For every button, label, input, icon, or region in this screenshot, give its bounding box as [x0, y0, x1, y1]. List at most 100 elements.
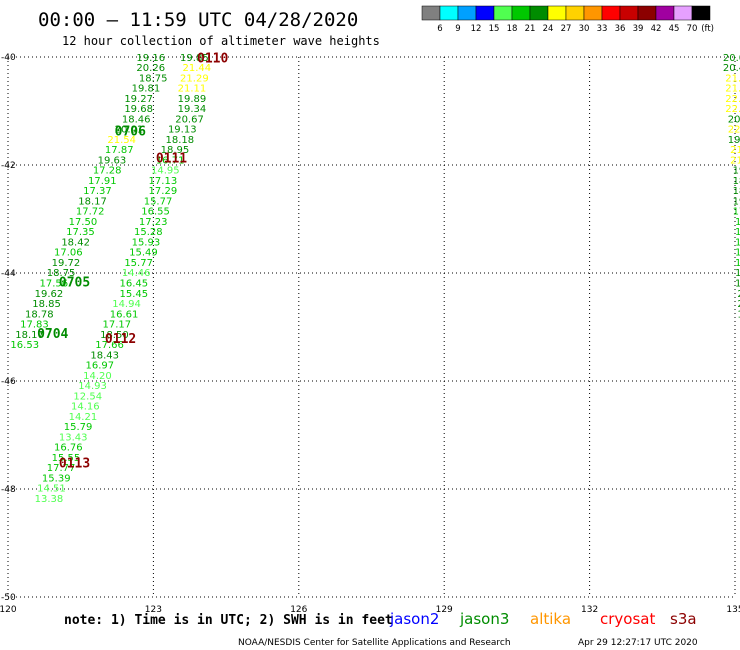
wave-height-point: 17.80 — [735, 227, 740, 238]
wave-height-point: 18.75 — [47, 268, 76, 279]
footer-credit: NOAA/NESDIS Center for Satellite Applica… — [238, 638, 511, 648]
wave-height-point: 17.17 — [103, 320, 132, 331]
wave-height-point: 17.28 — [93, 166, 122, 177]
y-tick-label: -40 — [1, 53, 16, 63]
legend-label: 24 — [543, 24, 554, 34]
wave-height-point: 22.89 — [728, 125, 740, 136]
legend-label: 21 — [525, 24, 536, 34]
wave-height-point: 19.69 — [728, 135, 740, 146]
wave-height-point: 17.23 — [139, 217, 168, 228]
y-tick-label: -48 — [1, 485, 16, 495]
wave-height-point: 18.17 — [78, 196, 107, 207]
wave-height-point: 20.42 — [723, 63, 740, 74]
wave-height-point: 13.43 — [59, 432, 88, 443]
wave-height-point: 19.62 — [35, 289, 64, 300]
pass-label: 0112 — [105, 332, 136, 347]
pass-label: 0113 — [59, 456, 90, 471]
wave-height-point: 20.17 — [728, 114, 740, 125]
wave-height-point: 18.17 — [15, 330, 44, 341]
wave-height-point: 17.72 — [76, 207, 105, 218]
wave-height-point: 12.54 — [73, 391, 102, 402]
legend-swatch — [457, 5, 477, 21]
legend-label: 70 — [687, 24, 698, 34]
wave-height-point: 17.35 — [66, 227, 95, 238]
x-tick-label: 129 — [436, 605, 453, 615]
wave-height-point: 17.37 — [83, 186, 112, 197]
legend-swatch — [691, 5, 711, 21]
wave-height-point: 18.43 — [90, 350, 119, 361]
satellite-label-cryosat: cryosat — [600, 610, 655, 628]
legend-label: 30 — [579, 24, 590, 34]
wave-height-point: 19.16 — [136, 53, 165, 64]
x-tick-label: 123 — [145, 605, 162, 615]
wave-height-point: 17.91 — [735, 217, 740, 228]
wave-height-point: 15.45 — [119, 289, 148, 300]
wave-height-point: 16.45 — [119, 279, 148, 290]
note-text: note: 1) Time is in UTC; 2) SWH is in fe… — [64, 613, 393, 628]
wave-height-point: 15.28 — [134, 227, 163, 238]
legend-swatch — [493, 5, 513, 21]
legend-swatch — [565, 5, 585, 21]
x-tick-label: 135 — [726, 605, 740, 615]
wave-height-point: 19.96 — [735, 279, 740, 290]
wave-height-point: 19.34 — [178, 104, 207, 115]
wave-height-point: 17.29 — [149, 186, 178, 197]
wave-height-point: 21.11 — [725, 84, 740, 95]
wave-height-point: 17.11 — [733, 207, 740, 218]
footer-timestamp: Apr 29 12:27:17 UTC 2020 — [578, 638, 698, 648]
wave-height-point: 18.60 — [735, 268, 740, 279]
wave-height-point: 15.77 — [124, 258, 153, 269]
y-tick-label: -42 — [1, 161, 16, 171]
legend-swatch — [439, 5, 459, 21]
wave-height-point: 15.79 — [64, 422, 93, 433]
wave-height-point: 17.13 — [149, 176, 178, 187]
legend-swatch — [673, 5, 693, 21]
wave-height-point: 14.93 — [78, 381, 107, 392]
y-tick-label: -46 — [1, 377, 16, 387]
legend-swatch — [655, 5, 675, 21]
wave-height-point: 16.55 — [141, 207, 170, 218]
wave-height-point: 21.56 — [730, 145, 740, 156]
legend-swatch — [475, 5, 495, 21]
wave-height-point: 18.46 — [122, 114, 151, 125]
wave-height-point: 19.81 — [132, 84, 161, 95]
wave-height-point: 17.77 — [47, 463, 76, 474]
wave-height-point: 14.16 — [71, 402, 100, 413]
wave-height-point: 22.80 — [725, 104, 740, 115]
wave-height-point: 16.71 — [156, 155, 185, 166]
pass-label: 0706 — [115, 124, 146, 139]
legend-swatch — [601, 5, 621, 21]
wave-height-point: 16.82 — [735, 258, 740, 269]
chart-subtitle: 12 hour collection of altimeter wave hei… — [62, 34, 380, 48]
wave-height-point: 20.26 — [136, 63, 165, 74]
x-tick-label: 126 — [290, 605, 307, 615]
wave-height-point: 17.83 — [20, 320, 49, 331]
wave-height-point: 18.42 — [61, 237, 90, 248]
pass-label: 0704 — [37, 327, 68, 342]
legend-label: 9 — [455, 24, 460, 34]
wave-height-point: 14.20 — [83, 371, 112, 382]
chart-title: 00:00 – 11:59 UTC 04/28/2020 — [38, 9, 358, 31]
wave-height-point: 13.38 — [35, 494, 64, 505]
wave-height-point: 22.96 — [725, 94, 740, 105]
wave-height-point: 20.00 — [723, 53, 740, 64]
wave-height-point: 16.76 — [54, 443, 83, 454]
wave-height-point: 19.63 — [98, 155, 127, 166]
legend-swatch — [421, 5, 441, 21]
wave-height-point: 18.95 — [161, 145, 190, 156]
x-tick-label: 120 — [0, 605, 17, 615]
wave-height-point: 21.29 — [180, 73, 209, 84]
wave-height-values: 19.1620.2618.7519.8119.2719.6818.4620.01… — [10, 53, 740, 505]
wave-height-point: 20.24 — [737, 299, 740, 310]
wave-height-point: 18.85 — [32, 299, 61, 310]
legend-label: 18 — [507, 24, 518, 34]
y-tick-label: -50 — [1, 593, 16, 603]
wave-height-point: 21.41 — [725, 73, 740, 84]
wave-height-point: 17.50 — [69, 217, 98, 228]
satellite-label-jason2: jason2 — [389, 610, 439, 628]
legend-swatch — [583, 5, 603, 21]
wave-height-point: 16.97 — [86, 361, 115, 372]
wave-height-point: 17.87 — [105, 145, 134, 156]
wave-height-point: 18.50 — [100, 330, 129, 341]
